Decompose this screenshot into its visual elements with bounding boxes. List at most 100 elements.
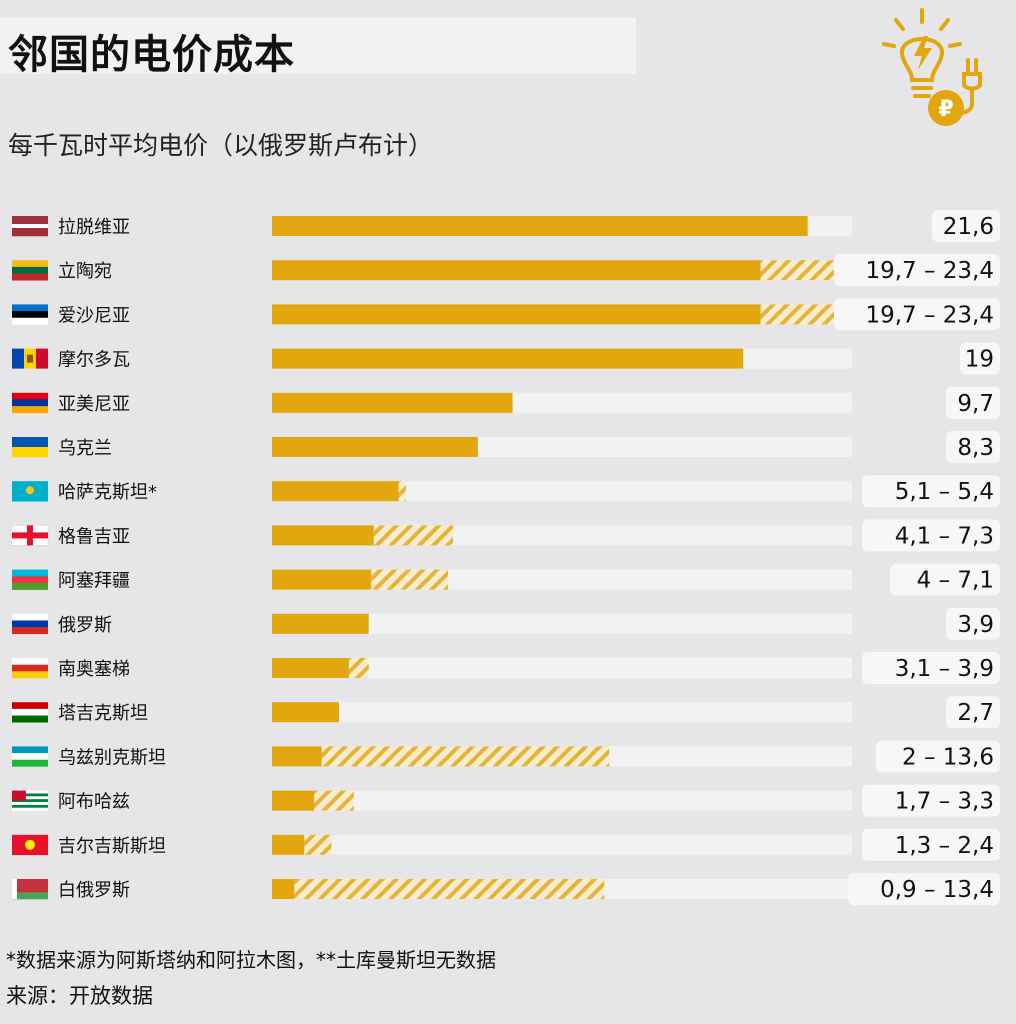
range-bar [321, 746, 610, 767]
abkhazia-flag-icon [12, 790, 48, 811]
country-label: 亚美尼亚 [58, 394, 130, 415]
estonia-flag-icon [12, 304, 48, 325]
min-value-bar [272, 834, 305, 855]
country-label: 立陶宛 [58, 261, 112, 282]
country-label: 阿布哈兹 [58, 792, 130, 813]
electricity-price-chart: 拉脱维亚 21,6 立陶宛 19,7 – 23,4 爱沙尼亚 19,7 – 23,4 摩尔多… [11, 210, 1000, 905]
value-label: 1,3 – 2,4 [895, 833, 994, 859]
range-bar [760, 304, 853, 325]
bar-track [272, 790, 852, 811]
min-value-bar [272, 437, 478, 457]
source-note: 来源：开放数据 [6, 984, 153, 1008]
russia-flag-icon [12, 613, 48, 635]
range-bar [760, 260, 853, 281]
country-label: 塔吉克斯坦 [58, 703, 148, 724]
value-label: 21,6 [943, 214, 994, 240]
value-label: 4 – 7,1 [917, 568, 994, 594]
min-value-bar [272, 746, 322, 767]
value-label-box [946, 607, 1000, 640]
value-label: 3,1 – 3,9 [895, 656, 994, 682]
belarus-flag-icon [12, 879, 48, 900]
range-bar [314, 790, 354, 811]
value-label-box [946, 386, 1000, 419]
value-label-box [932, 210, 1000, 242]
min-value-bar [272, 569, 372, 590]
country-label: 乌克兰 [58, 438, 112, 459]
ukraine-flag-icon [12, 437, 48, 458]
value-label-box [946, 431, 1000, 463]
georgia-flag-icon [11, 525, 49, 546]
value-label-box [946, 696, 1000, 729]
country-label: 白俄罗斯 [58, 880, 130, 901]
bar-track [272, 658, 852, 678]
min-value-bar [272, 481, 399, 502]
value-label-box [862, 652, 1000, 684]
min-value-bar [272, 879, 295, 899]
moldova-flag-icon [12, 348, 48, 369]
page-title: 邻国的电价成本 [8, 32, 295, 78]
azerbaijan-flag-icon [12, 569, 48, 590]
range-bar [371, 569, 449, 590]
svg-text:₽: ₽ [938, 97, 953, 122]
value-label-box [890, 563, 1000, 596]
min-value-bar [272, 260, 761, 281]
uzbekistan-flag-icon [12, 746, 48, 767]
country-label: 哈萨克斯坦* [58, 482, 157, 503]
min-value-bar [272, 216, 808, 236]
range-bar [348, 658, 369, 678]
value-label-box [834, 298, 1000, 331]
country-label: 摩尔多瓦 [58, 350, 130, 371]
range-bar [398, 481, 406, 502]
armenia-flag-icon [12, 392, 48, 414]
value-label: 8,3 [957, 435, 994, 461]
min-value-bar [272, 392, 513, 413]
range-bar [304, 834, 332, 855]
bar-track [272, 834, 852, 855]
kyrgyzstan-flag-icon [12, 834, 48, 856]
value-label: 2 – 13,6 [902, 744, 994, 770]
bar-track [272, 702, 852, 723]
value-label-box [862, 475, 1000, 508]
range-bar [294, 879, 605, 899]
min-value-bar [272, 702, 339, 723]
value-label: 9,7 [957, 391, 994, 417]
value-label-box [862, 784, 1000, 817]
country-label: 爱沙尼亚 [58, 305, 130, 326]
lightbulb-ruble-icon: ₽ [882, 8, 982, 126]
kazakhstan-flag-icon [12, 481, 48, 502]
country-label: 乌兹别克斯坦 [58, 747, 166, 768]
bar-track [272, 613, 852, 634]
value-label: 4,1 – 7,3 [895, 523, 994, 549]
value-label-box [848, 873, 1000, 905]
country-label: 俄罗斯 [58, 615, 112, 636]
min-value-bar [272, 790, 315, 811]
value-label: 19,7 – 23,4 [865, 258, 994, 284]
value-label-box [960, 342, 1000, 375]
value-label: 2,7 [957, 700, 994, 726]
value-label: 19,7 – 23,4 [865, 302, 994, 328]
country-label: 阿塞拜疆 [58, 571, 130, 592]
chart-subtitle: 每千瓦时平均电价（以俄罗斯卢布计） [8, 131, 434, 160]
value-label-box [862, 519, 1000, 552]
tajikistan-flag-icon [12, 702, 48, 723]
bar-track [272, 481, 852, 502]
value-label: 5,1 – 5,4 [895, 479, 994, 505]
country-label: 吉尔吉斯斯坦 [58, 836, 166, 857]
lithuania-flag-icon [12, 260, 48, 281]
country-label: 拉脱维亚 [58, 217, 130, 238]
value-label: 3,9 [957, 612, 994, 638]
country-label: 格鲁吉亚 [58, 526, 130, 547]
min-value-bar [272, 304, 761, 325]
south-ossetia-flag-icon [12, 658, 48, 679]
latvia-flag-icon [12, 216, 48, 237]
country-label: 南奥塞梯 [58, 659, 130, 680]
value-label-box [876, 740, 1000, 773]
value-label: 19 [965, 347, 994, 373]
min-value-bar [272, 658, 349, 678]
value-label: 0,9 – 13,4 [880, 877, 994, 903]
range-bar [373, 525, 454, 546]
value-label: 1,7 – 3,3 [895, 789, 994, 815]
min-value-bar [272, 348, 744, 369]
min-value-bar [272, 613, 369, 634]
min-value-bar [272, 525, 374, 546]
